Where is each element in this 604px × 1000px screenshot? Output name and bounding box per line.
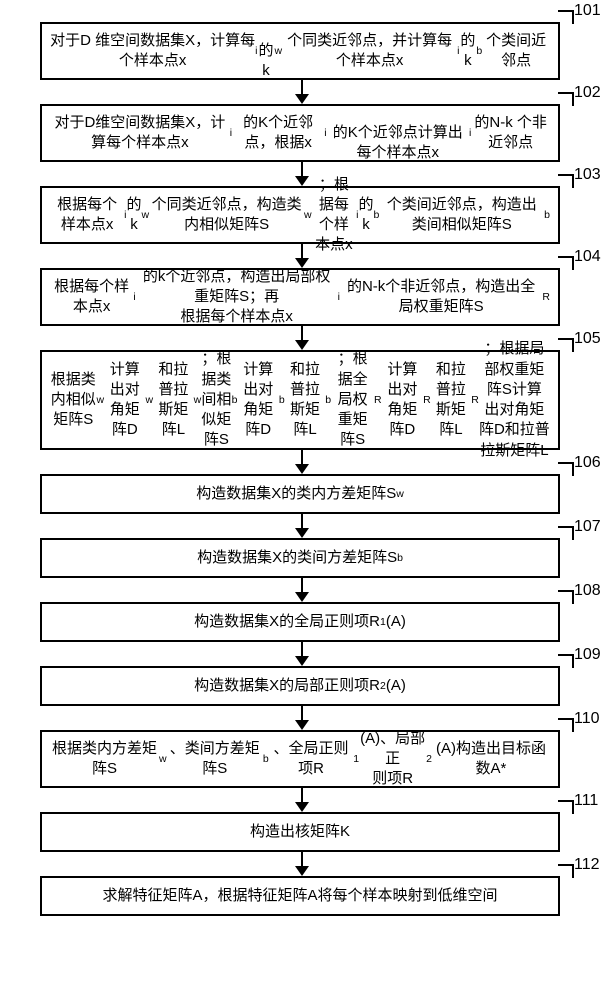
arrow-head-107 (295, 592, 309, 602)
step-bracket-111 (558, 800, 574, 814)
arrow-line-104 (301, 326, 303, 341)
step-bracket-109 (558, 654, 574, 668)
arrow-head-104 (295, 340, 309, 350)
step-box-105: 根据类内相似矩阵Sw计算出对角矩阵Dw和拉普拉斯矩阵Lw；根据类间相似矩阵Sb计… (40, 350, 560, 450)
step-box-111: 构造出核矩阵K (40, 812, 560, 852)
step-label-108: 108 (574, 582, 601, 600)
step-label-104: 104 (574, 248, 601, 266)
step-label-107: 107 (574, 518, 601, 536)
step-label-105: 105 (574, 330, 601, 348)
step-label-106: 106 (574, 454, 601, 472)
step-box-101: 对于D 维空间数据集X，计算每个样本点xi的kw个同类近邻点，并计算每个样本点x… (40, 22, 560, 80)
step-label-110: 110 (574, 710, 600, 728)
arrow-head-106 (295, 528, 309, 538)
step-bracket-105 (558, 338, 574, 352)
arrow-line-103 (301, 244, 303, 259)
step-box-102: 对于D维空间数据集X，计算每个样本点xi的K个近邻点，根据xi的K个近邻点计算出… (40, 104, 560, 162)
step-bracket-106 (558, 462, 574, 476)
arrow-head-109 (295, 720, 309, 730)
step-box-109: 构造数据集X的局部正则项R2(A) (40, 666, 560, 706)
step-label-109: 109 (574, 646, 601, 664)
arrow-head-108 (295, 656, 309, 666)
step-bracket-103 (558, 174, 574, 188)
arrow-line-105 (301, 450, 303, 465)
step-bracket-108 (558, 590, 574, 604)
arrow-line-107 (301, 578, 303, 593)
step-bracket-101 (558, 10, 574, 24)
arrow-line-109 (301, 706, 303, 721)
step-label-101: 101 (574, 2, 601, 20)
step-box-108: 构造数据集X的全局正则项R1(A) (40, 602, 560, 642)
arrow-line-108 (301, 642, 303, 657)
arrow-head-101 (295, 94, 309, 104)
step-bracket-110 (558, 718, 574, 732)
step-bracket-107 (558, 526, 574, 540)
arrow-line-102 (301, 162, 303, 177)
step-box-107: 构造数据集X的类间方差矩阵Sb (40, 538, 560, 578)
step-box-104: 根据每个样本点xi的k个近邻点，构造出局部权重矩阵S；再根据每个样本点xi的N-… (40, 268, 560, 326)
step-bracket-102 (558, 92, 574, 106)
arrow-head-110 (295, 802, 309, 812)
arrow-head-102 (295, 176, 309, 186)
step-bracket-104 (558, 256, 574, 270)
arrow-line-110 (301, 788, 303, 803)
step-box-110: 根据类内方差矩阵Sw、类间方差矩阵Sb、全局正则项R1(A)、局部正则项R2(A… (40, 730, 560, 788)
arrow-line-101 (301, 80, 303, 95)
arrow-line-106 (301, 514, 303, 529)
flowchart-canvas: 对于D 维空间数据集X，计算每个样本点xi的kw个同类近邻点，并计算每个样本点x… (0, 0, 604, 1000)
step-label-112: 112 (574, 856, 600, 874)
step-label-111: 111 (574, 792, 598, 810)
arrow-head-111 (295, 866, 309, 876)
step-box-106: 构造数据集X的类内方差矩阵Sw (40, 474, 560, 514)
step-label-103: 103 (574, 166, 601, 184)
step-box-112: 求解特征矩阵A，根据特征矩阵A将每个样本映射到低维空间 (40, 876, 560, 916)
step-box-103: 根据每个样本点xi的kw个同类近邻点，构造类内相似矩阵Sw；根据每个样本点xi的… (40, 186, 560, 244)
arrow-head-105 (295, 464, 309, 474)
arrow-line-111 (301, 852, 303, 867)
step-label-102: 102 (574, 84, 601, 102)
step-bracket-112 (558, 864, 574, 878)
